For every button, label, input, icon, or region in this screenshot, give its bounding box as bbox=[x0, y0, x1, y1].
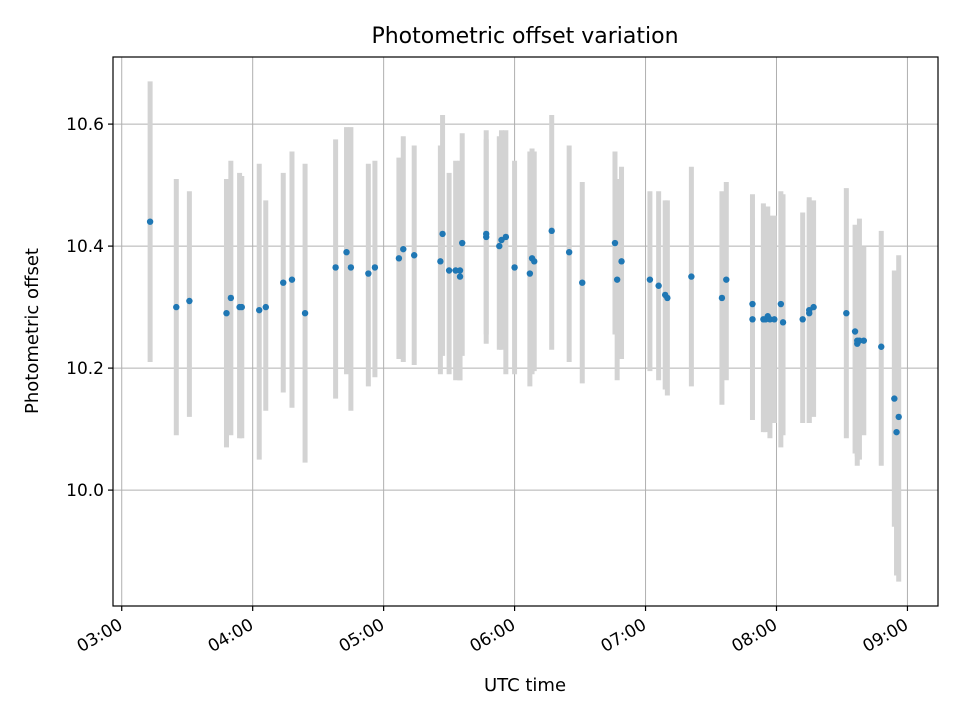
data-point bbox=[262, 303, 269, 311]
data-point bbox=[146, 218, 154, 225]
data-point bbox=[843, 310, 850, 317]
data-point bbox=[771, 316, 778, 323]
data-point bbox=[445, 267, 453, 274]
data-point bbox=[288, 276, 296, 283]
data-point bbox=[893, 428, 900, 436]
data-point bbox=[579, 279, 586, 286]
data-point bbox=[227, 294, 235, 302]
data-point bbox=[688, 273, 695, 280]
data-point bbox=[511, 264, 518, 271]
data-point bbox=[223, 310, 230, 317]
data-point bbox=[646, 276, 654, 283]
x-axis-label: UTC time bbox=[484, 675, 566, 696]
chart-title: Photometric offset variation bbox=[371, 24, 678, 49]
data-point bbox=[502, 233, 510, 241]
data-point bbox=[238, 303, 245, 311]
y-axis-label: Photometric offset bbox=[22, 248, 43, 414]
y-tick-label: 10.2 bbox=[66, 359, 104, 379]
data-point bbox=[332, 264, 339, 271]
plot-frame bbox=[112, 56, 939, 607]
data-point bbox=[459, 239, 466, 247]
data-point bbox=[718, 294, 726, 302]
data-point bbox=[895, 413, 902, 421]
data-point bbox=[280, 279, 287, 286]
data-point bbox=[548, 227, 555, 235]
data-point bbox=[799, 316, 806, 323]
data-point bbox=[343, 249, 350, 256]
data-point bbox=[851, 328, 859, 335]
data-point bbox=[618, 258, 625, 265]
data-point bbox=[810, 303, 817, 311]
data-point bbox=[400, 245, 407, 253]
data-point bbox=[777, 300, 785, 308]
data-point bbox=[347, 264, 355, 271]
data-point bbox=[611, 239, 619, 247]
data-point bbox=[371, 264, 379, 271]
data-point bbox=[526, 270, 534, 277]
data-point bbox=[613, 276, 621, 283]
data-point bbox=[878, 343, 885, 350]
data-point bbox=[891, 395, 898, 402]
y-axis-ticks: 10.0 10.2 10.4 10.6 bbox=[66, 115, 113, 501]
data-point bbox=[173, 303, 180, 311]
data-point bbox=[723, 276, 730, 283]
data-point bbox=[749, 300, 756, 308]
y-tick-label: 10.4 bbox=[66, 237, 104, 257]
data-point bbox=[256, 306, 263, 314]
data-point bbox=[565, 249, 573, 256]
data-point bbox=[664, 294, 671, 302]
y-tick-label: 10.0 bbox=[66, 481, 104, 501]
data-point bbox=[496, 242, 503, 250]
data-point bbox=[749, 316, 756, 323]
data-point bbox=[395, 255, 403, 262]
data-points bbox=[146, 218, 902, 436]
data-point bbox=[186, 297, 193, 305]
data-point bbox=[456, 267, 464, 274]
data-point bbox=[437, 258, 444, 265]
data-point bbox=[860, 337, 867, 344]
y-tick-label: 10.6 bbox=[66, 115, 104, 135]
data-point bbox=[439, 230, 446, 238]
data-point bbox=[483, 230, 490, 238]
data-point bbox=[655, 282, 662, 289]
data-point bbox=[410, 252, 418, 259]
data-point bbox=[301, 310, 309, 317]
data-point bbox=[365, 270, 372, 277]
data-point bbox=[779, 319, 787, 326]
data-point bbox=[456, 273, 464, 280]
data-point bbox=[531, 258, 538, 265]
